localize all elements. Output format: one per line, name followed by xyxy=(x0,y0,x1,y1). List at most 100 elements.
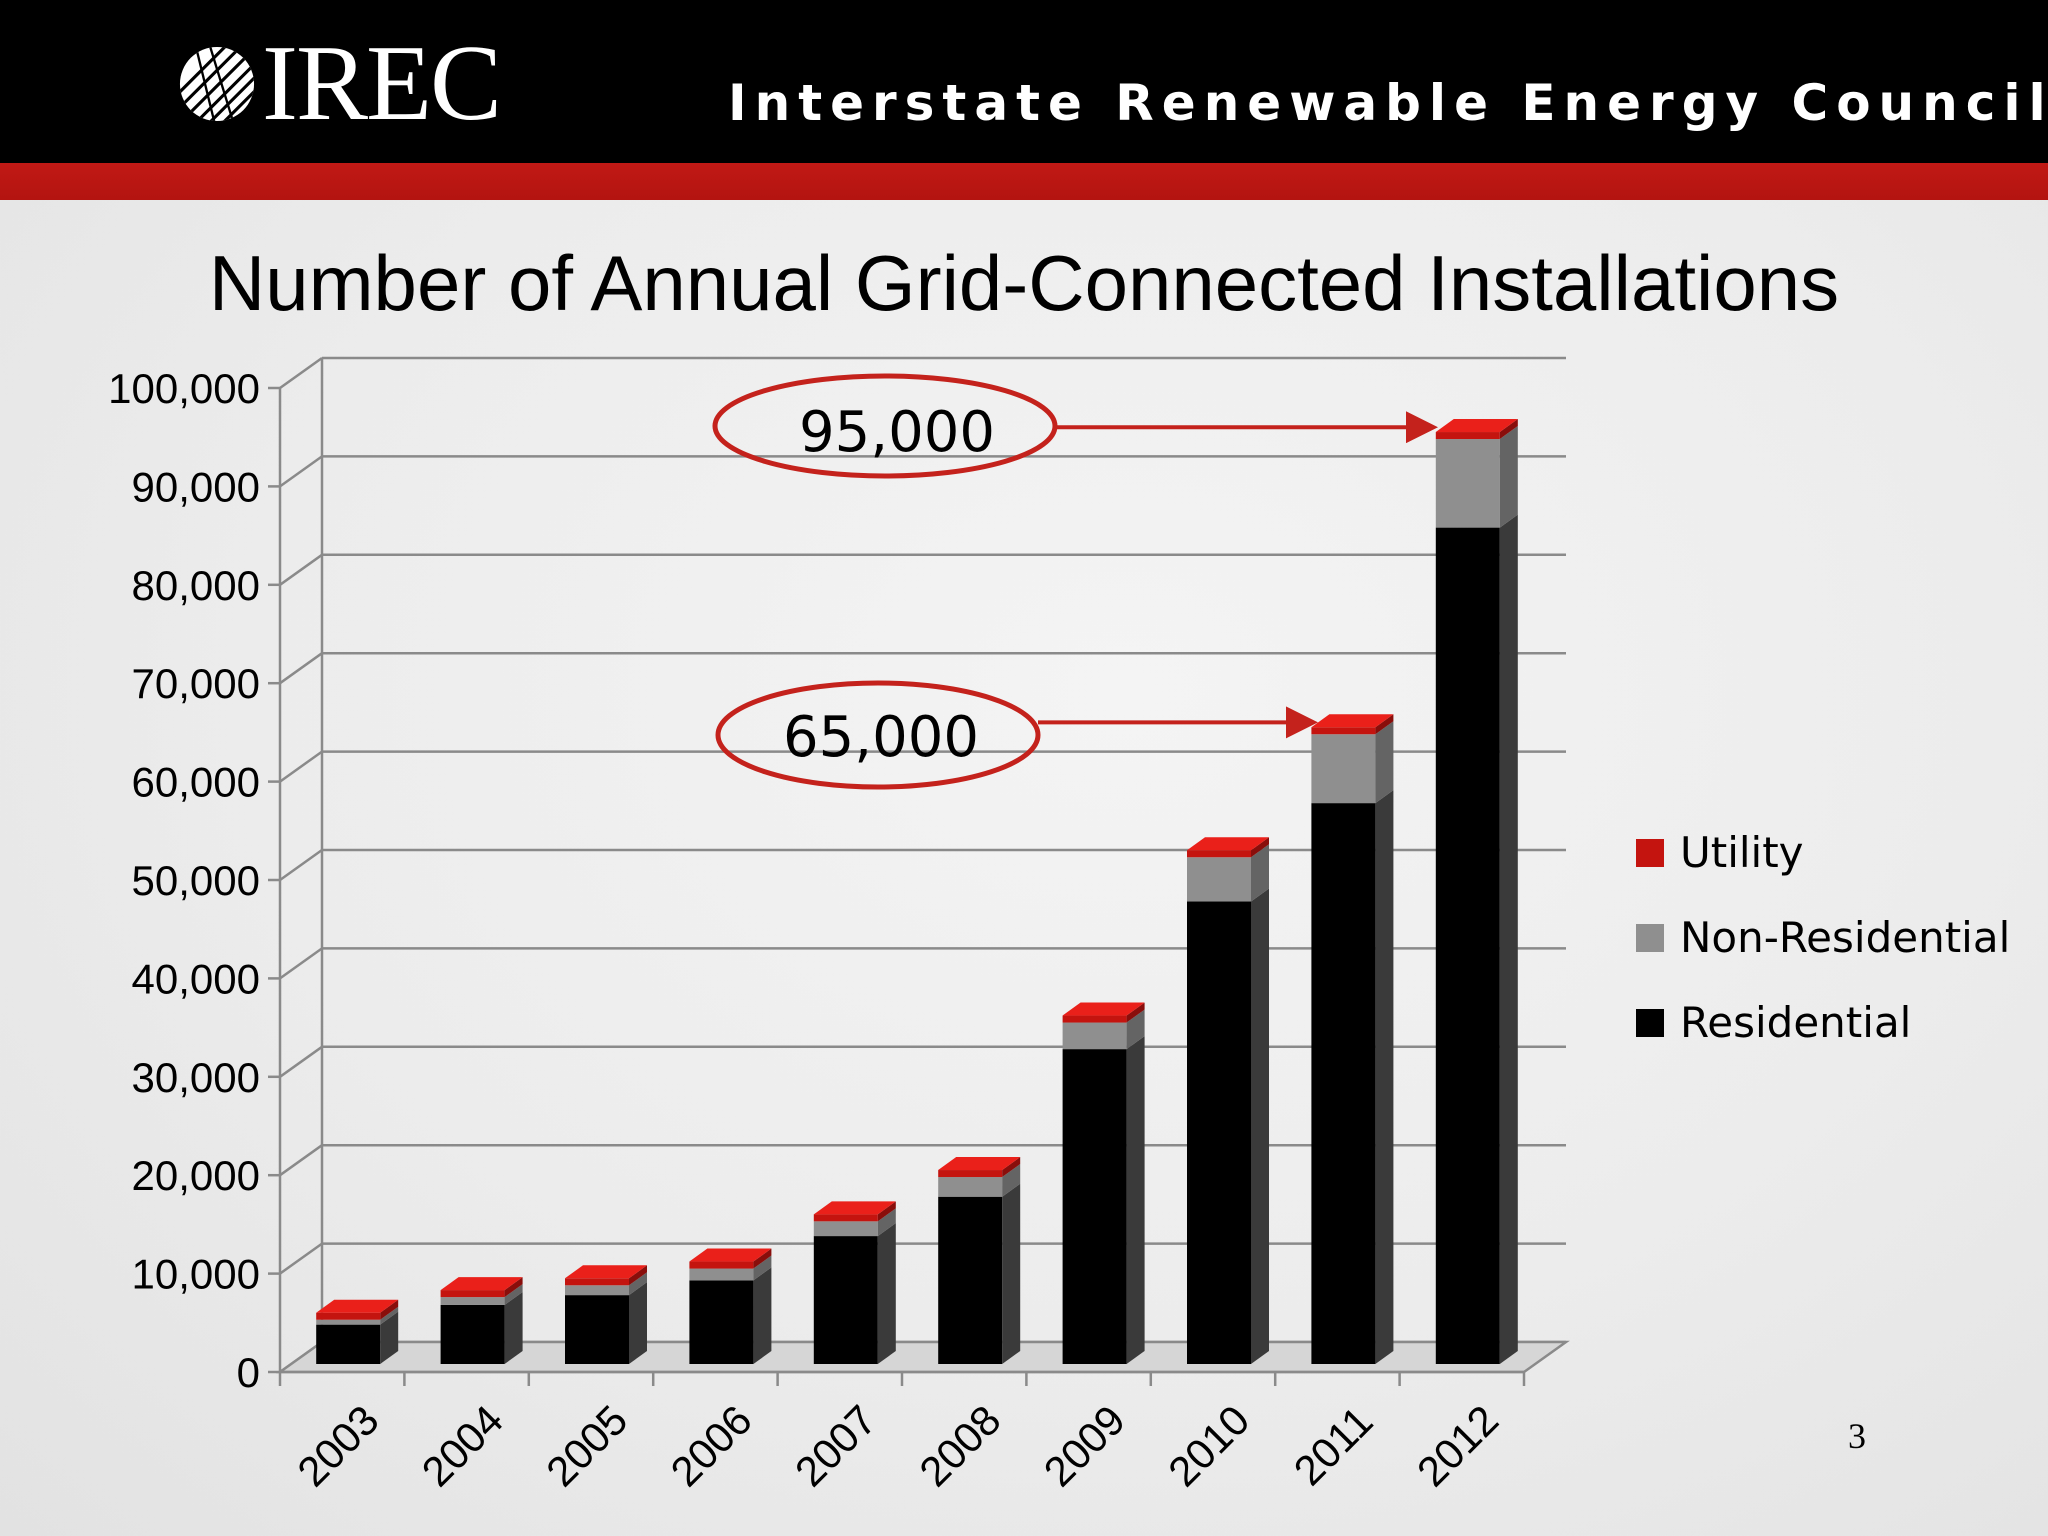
bar-residential-2010 xyxy=(1187,901,1251,1364)
bar-residential-2012 xyxy=(1435,527,1500,1364)
bar-non-residential-2010 xyxy=(1187,857,1251,902)
bar-side-2009 xyxy=(1126,1009,1145,1050)
bar-non-residential-2009 xyxy=(1062,1022,1127,1050)
bar-side-2010 xyxy=(1251,844,1269,902)
gridline-depth xyxy=(279,848,323,882)
gridline-depth xyxy=(279,1144,323,1177)
y-tick-label: 60,000 xyxy=(132,759,260,806)
bar-side-2011 xyxy=(1375,721,1394,804)
chart-title: Number of Annual Grid-Connected Installa… xyxy=(208,239,1840,327)
bar-side-2011 xyxy=(1375,790,1394,1364)
bar-side-2012 xyxy=(1499,419,1518,440)
gridline-depth xyxy=(279,455,323,488)
bar-residential-2011 xyxy=(1311,803,1376,1364)
bar-residential-2007 xyxy=(813,1236,878,1364)
bar-side-2012 xyxy=(1499,426,1518,528)
globe-logo-icon xyxy=(179,46,255,122)
gridline-depth xyxy=(279,356,323,390)
bar-side-2007 xyxy=(877,1223,896,1364)
bar-side-2008 xyxy=(1002,1157,1021,1178)
bar-top-2011 xyxy=(1311,714,1394,728)
legend-item-utility: Utility xyxy=(1636,810,2010,895)
bar-side-2006 xyxy=(753,1255,772,1281)
bar-side-2010 xyxy=(1251,837,1269,858)
legend-swatch xyxy=(1636,838,1664,867)
y-tick-label: 0 xyxy=(237,1349,260,1396)
legend-label: Utility xyxy=(1680,828,1804,877)
legend-label: Residential xyxy=(1680,998,1912,1047)
x-tick-label: 2011 xyxy=(1285,1397,1382,1494)
bar-top-2006 xyxy=(689,1248,772,1262)
bar-non-residential-2003 xyxy=(316,1319,381,1325)
bar-utility-2011 xyxy=(1311,727,1376,735)
bar-side-2003 xyxy=(380,1311,399,1364)
x-tick-label: 2008 xyxy=(910,1396,1009,1495)
legend-item-non-residential: Non-Residential xyxy=(1636,895,2010,980)
bar-side-2004 xyxy=(504,1284,523,1305)
irec-logo: IREC xyxy=(178,24,502,143)
y-tick-label: 70,000 xyxy=(132,660,260,707)
annotation-ellipse xyxy=(715,680,1041,790)
x-tick-label: 2010 xyxy=(1159,1396,1258,1495)
bar-side-2004 xyxy=(504,1291,523,1364)
bar-side-2006 xyxy=(753,1267,772,1364)
bar-utility-2006 xyxy=(689,1261,754,1269)
bar-side-2003 xyxy=(380,1299,399,1320)
bar-non-residential-2011 xyxy=(1311,734,1376,804)
bar-top-2009 xyxy=(1062,1002,1145,1016)
chart-legend: Utility Non-Residential Residential xyxy=(1636,810,2010,1065)
y-tick-label: 80,000 xyxy=(132,562,260,609)
x-tick-label: 2003 xyxy=(288,1396,387,1495)
x-tick-label: 2004 xyxy=(413,1396,512,1495)
bar-residential-2009 xyxy=(1062,1049,1127,1364)
x-tick-label: 2005 xyxy=(537,1396,636,1495)
bar-utility-2009 xyxy=(1062,1015,1127,1023)
bar-non-residential-2012 xyxy=(1435,439,1500,528)
bar-side-2005 xyxy=(629,1272,647,1296)
bar-utility-2010 xyxy=(1187,850,1251,858)
bar-utility-2003 xyxy=(316,1312,381,1320)
bar-side-2007 xyxy=(877,1208,896,1237)
y-tick-label: 40,000 xyxy=(132,955,260,1002)
legend-item-residential: Residential xyxy=(1636,980,2010,1065)
bar-top-2008 xyxy=(938,1157,1021,1171)
bar-side-2007 xyxy=(877,1201,896,1222)
bar-residential-2006 xyxy=(689,1280,754,1364)
header-bar xyxy=(0,0,2048,163)
bar-side-2005 xyxy=(629,1282,647,1364)
gridline-depth xyxy=(279,652,323,685)
legend-swatch xyxy=(1636,1008,1664,1037)
y-tick-label: 20,000 xyxy=(132,1152,260,1199)
header-tagline: Interstate Renewable Energy Council xyxy=(728,74,2048,132)
bar-side-2011 xyxy=(1375,714,1394,735)
bar-top-2004 xyxy=(440,1277,523,1291)
x-tick-label: 2009 xyxy=(1035,1396,1134,1495)
bar-top-2010 xyxy=(1187,837,1269,851)
header-red-band xyxy=(0,163,2048,200)
bar-side-2009 xyxy=(1126,1002,1145,1023)
gridline-depth xyxy=(279,750,323,783)
legend-label: Non-Residential xyxy=(1680,913,2011,962)
y-tick-label: 10,000 xyxy=(132,1251,260,1298)
y-tick-label: 100,000 xyxy=(108,365,260,412)
bar-top-2005 xyxy=(565,1265,647,1279)
annotation-label: 65,000 xyxy=(783,705,979,770)
bar-top-2012 xyxy=(1435,419,1518,433)
bar-non-residential-2008 xyxy=(938,1177,1003,1197)
bar-side-2004 xyxy=(504,1277,523,1298)
logo-text: IREC xyxy=(262,24,502,143)
bar-side-2010 xyxy=(1251,888,1269,1364)
x-tick-label: 2007 xyxy=(786,1396,885,1495)
gridline-depth xyxy=(279,1242,323,1275)
gridline-depth xyxy=(279,1045,323,1078)
bar-residential-2008 xyxy=(938,1196,1003,1364)
bar-side-2009 xyxy=(1126,1036,1145,1364)
bar-non-residential-2004 xyxy=(440,1297,505,1305)
legend-swatch xyxy=(1636,923,1664,952)
bar-side-2008 xyxy=(1002,1164,1021,1197)
bar-side-2008 xyxy=(1002,1183,1021,1364)
bar-non-residential-2005 xyxy=(565,1285,629,1296)
bar-utility-2008 xyxy=(938,1170,1003,1178)
bar-side-2012 xyxy=(1499,514,1518,1364)
